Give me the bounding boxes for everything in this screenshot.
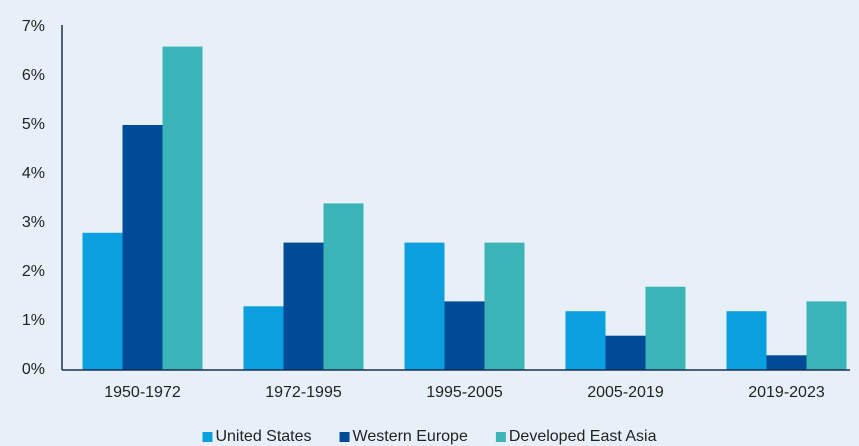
bar: [243, 306, 284, 370]
bar: [565, 311, 606, 370]
legend-swatch: [202, 432, 213, 442]
x-tick-label: 1995-2005: [426, 384, 503, 401]
bar: [162, 46, 203, 370]
legend-label: Western Europe: [353, 428, 468, 445]
x-tick-label: 1972-1995: [265, 384, 342, 401]
bar: [484, 242, 525, 370]
legend-swatch: [495, 432, 506, 442]
x-tick-label: 2005-2019: [587, 384, 664, 401]
y-tick-label: 6%: [22, 67, 45, 84]
bar: [766, 355, 807, 370]
y-tick-label: 4%: [22, 165, 45, 182]
x-tick-label: 1950-1972: [104, 384, 181, 401]
bar: [444, 301, 485, 370]
legend-label: Developed East Asia: [509, 428, 657, 445]
bar: [806, 301, 847, 370]
bar: [726, 311, 767, 370]
y-tick-label: 1%: [22, 312, 45, 329]
y-tick-label: 5%: [22, 116, 45, 133]
y-tick-label: 7%: [22, 18, 45, 35]
bar: [645, 286, 686, 370]
y-tick-label: 3%: [22, 214, 45, 231]
legend-label: United States: [215, 428, 311, 445]
y-tick-label: 0%: [22, 361, 45, 378]
bar: [404, 242, 445, 370]
bar: [283, 242, 324, 370]
y-tick-label: 2%: [22, 263, 45, 280]
bar: [82, 232, 123, 370]
x-tick-label: 2019-2023: [748, 384, 825, 401]
legend-swatch: [339, 432, 350, 442]
bar: [122, 125, 163, 370]
bar: [323, 203, 364, 370]
bar: [605, 335, 646, 370]
